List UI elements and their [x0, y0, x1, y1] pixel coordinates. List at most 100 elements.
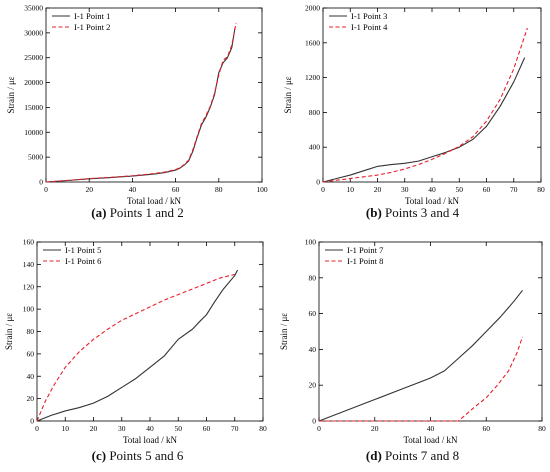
x-tick-label: 50: [175, 424, 183, 433]
caption-text-a: Points 1 and 2: [109, 205, 184, 220]
x-axis-label: Total load / kN: [127, 196, 182, 206]
y-tick-label: 15000: [24, 103, 43, 112]
legend-label-2: I-1 Point 2: [74, 22, 110, 32]
y-axis-label: Strain / με: [4, 313, 14, 350]
y-tick-label: 0: [316, 178, 320, 187]
y-axis-label: Strain / με: [279, 313, 289, 350]
series-line-1: [322, 57, 526, 183]
caption-a: (a) Points 1 and 2: [0, 205, 275, 221]
y-tick-label: 60: [27, 349, 35, 358]
y-tick-label: 5000: [28, 153, 43, 162]
series-line-2: [36, 273, 235, 422]
chart-svg-c: 0 10 20 30 40 50 60 70 80 0 20 40 60 80 100 120 140 160 To…: [4, 238, 267, 446]
caption-c: (c) Points 5 and 6: [0, 448, 275, 464]
y-tick-label: 2000: [305, 4, 320, 13]
x-tick-label: 10: [62, 424, 70, 433]
y-tick-label: 20: [309, 381, 317, 390]
chart-svg-d: 0 20 40 60 80 0 20 40 60 80 100 Total load / kN Stra…: [279, 238, 546, 446]
y-tick-label: 100: [23, 305, 35, 314]
x-tick-label: 70: [231, 424, 239, 433]
caption-d: (d) Points 7 and 8: [275, 448, 550, 464]
x-tick-label: 60: [483, 424, 491, 433]
y-tick-label: 80: [27, 327, 35, 336]
plot-frame-d: [318, 241, 543, 422]
series-line-1: [45, 27, 236, 183]
chart-panel-a: 0 20 40 60 80 100 0 5000 10000 15000 20000 25000 300…: [0, 0, 275, 236]
x-axis-label: Total load / kN: [123, 435, 178, 445]
y-tick-label: 0: [30, 417, 34, 426]
x-tick-label: 20: [371, 424, 379, 433]
x-tick-label: 70: [510, 185, 518, 194]
y-axis-label: Strain / με: [283, 76, 293, 113]
x-tick-label: 40: [146, 424, 154, 433]
series-line-1: [36, 269, 239, 422]
y-tick-label: 1200: [305, 73, 320, 82]
y-tick-label: 30000: [24, 28, 43, 37]
series-line-2: [45, 22, 237, 183]
caption-label-b: (b): [365, 205, 382, 220]
caption-text-c: Points 5 and 6: [109, 448, 184, 463]
x-tick-label: 20: [90, 424, 98, 433]
plot-frame-c: [36, 241, 264, 422]
y-tick-label: 140: [23, 260, 35, 269]
x-tick-label: 0: [44, 185, 48, 194]
caption-label-a: (a): [91, 205, 107, 220]
x-tick-label: 20: [85, 185, 93, 194]
x-tick-label: 10: [347, 185, 355, 194]
legend-label-1: I-1 Point 7: [347, 245, 383, 255]
y-tick-label: 400: [309, 143, 321, 152]
x-tick-label: 80: [259, 424, 267, 433]
chart-svg-b: 0 10 20 30 40 50 60 70 800400800120016002000Tota…: [283, 4, 545, 207]
x-tick-label: 40: [428, 185, 436, 194]
x-tick-label: 100: [256, 185, 268, 194]
y-tick-label: 10000: [24, 128, 43, 137]
y-tick-label: 40: [309, 345, 317, 354]
x-tick-label: 30: [118, 424, 126, 433]
y-tick-label: 1600: [305, 38, 320, 47]
y-tick-label: 800: [309, 108, 321, 117]
caption-text-d: Points 7 and 8: [385, 448, 460, 463]
x-tick-label: 0: [35, 424, 39, 433]
y-tick-label: 40: [27, 372, 35, 381]
chart-panel-d: 0 20 40 60 80 0 20 40 60 80 100 Total load / kN Stra…: [275, 236, 550, 472]
x-tick-label: 60: [172, 185, 180, 194]
x-tick-label: 60: [483, 185, 491, 194]
y-tick-label: 20000: [24, 78, 43, 87]
y-axis-label: Strain / με: [6, 76, 16, 113]
y-tick-label: 35000: [24, 4, 43, 13]
y-tick-label: 60: [309, 309, 317, 318]
x-tick-label: 40: [129, 185, 137, 194]
series-line-2: [319, 336, 524, 422]
x-tick-label: 30: [401, 185, 409, 194]
y-tick-label: 100: [305, 238, 317, 247]
x-tick-label: 60: [203, 424, 211, 433]
x-axis-label: Total load / kN: [403, 435, 458, 445]
x-tick-label: 40: [427, 424, 435, 433]
series-line-1: [318, 289, 523, 422]
plot-frame-b: [322, 7, 542, 183]
legend-label-2: I-1 Point 4: [351, 22, 388, 32]
x-tick-label: 80: [215, 185, 223, 194]
series-line-2: [322, 27, 528, 183]
y-tick-label: 0: [312, 417, 316, 426]
y-tick-label: 120: [23, 282, 35, 291]
chart-panel-c: 0 10 20 30 40 50 60 70 80 0 20 40 60 80 100 120 140 160 To…: [0, 236, 275, 472]
caption-b: (b) Points 3 and 4: [275, 205, 550, 221]
x-tick-label: 80: [537, 185, 545, 194]
y-tick-label: 160: [23, 238, 35, 247]
caption-label-c: (c): [91, 448, 107, 463]
legend-label-1: I-1 Point 1: [74, 11, 110, 21]
chart-svg-a: 0 20 40 60 80 100 0 5000 10000 15000 20000 25000 300…: [6, 4, 268, 207]
legend-label-1: I-1 Point 3: [351, 11, 387, 21]
y-tick-label: 20: [27, 394, 35, 403]
x-tick-label: 50: [456, 185, 464, 194]
y-tick-label: 0: [39, 178, 43, 187]
plot-frame-a: [45, 7, 263, 183]
x-tick-label: 80: [538, 424, 546, 433]
legend-label-2: I-1 Point 6: [65, 256, 101, 266]
y-tick-label: 80: [309, 273, 317, 282]
chart-panel-b: 0 10 20 30 40 50 60 70 80 0 400 800 1200 1600 2000 Tota…: [275, 0, 550, 236]
x-tick-label: 0: [317, 424, 321, 433]
x-axis-label: Total load / kN: [405, 196, 460, 206]
